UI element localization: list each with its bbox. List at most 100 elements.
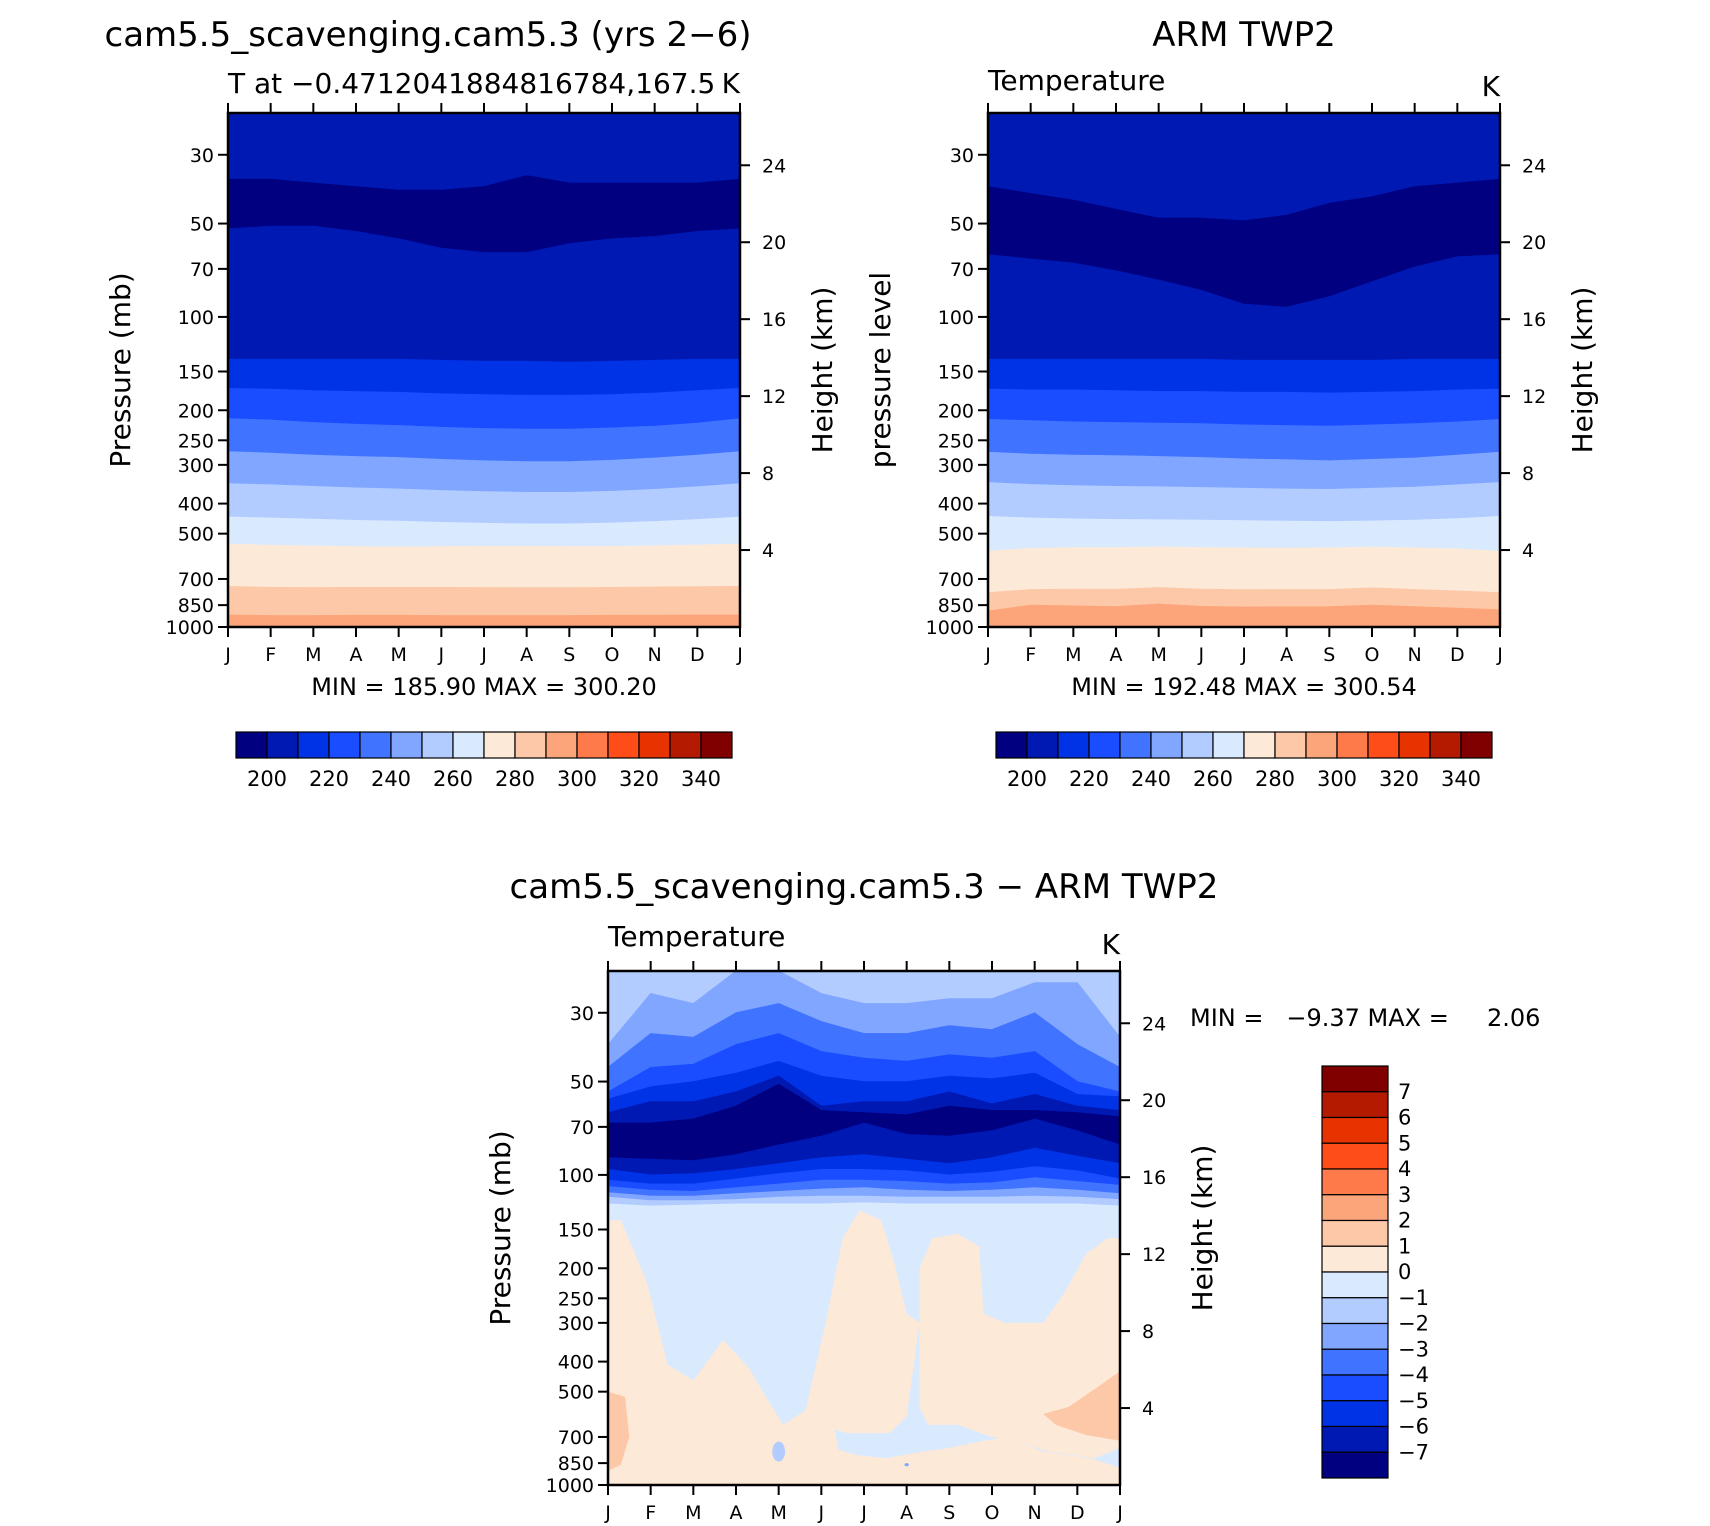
y-right-tick-label: 8 xyxy=(1522,463,1534,485)
colorbar-swatch xyxy=(1274,731,1307,759)
panel-subtitle: T at −0.4712041884816784,167.5 xyxy=(227,67,715,100)
y-axis-label-right: Height (km) xyxy=(1566,287,1599,454)
y-right-tick-label: 24 xyxy=(1522,155,1546,177)
colorbar-label: 320 xyxy=(619,767,659,791)
colorbar-swatch xyxy=(452,731,485,759)
colorbar-label: 280 xyxy=(1255,767,1295,791)
y-tick-label: 700 xyxy=(558,1427,594,1449)
contour-band xyxy=(988,482,1500,522)
plot-area: J F M A M J J A S O N D J 30 50 70 100 150 200 250 300 400 500… xyxy=(166,103,786,666)
colorbar-swatch xyxy=(483,731,516,759)
y-axis-label-right: Height (km) xyxy=(1186,1145,1219,1312)
contour-band xyxy=(988,546,1500,594)
y-tick-label: 850 xyxy=(178,595,214,617)
x-tick-label: D xyxy=(1070,1502,1085,1524)
x-tick-label: J xyxy=(818,1502,825,1524)
colorbar-swatch xyxy=(995,731,1028,759)
colorbar-swatch xyxy=(1321,1400,1389,1428)
units-label: K xyxy=(1102,928,1121,961)
y-tick-label: 200 xyxy=(178,400,214,422)
contour-region xyxy=(772,1441,786,1462)
contour-band xyxy=(988,388,1500,427)
colorbar-swatch xyxy=(421,731,454,759)
colorbar-label: 3 xyxy=(1398,1183,1411,1207)
x-tick-label: J xyxy=(604,1502,611,1524)
min-max-label: MIN = 185.90 MAX = 300.20 xyxy=(311,673,657,701)
contour-fill xyxy=(988,113,1500,627)
panel-top-left: cam5.5_scavenging.cam5.3 (yrs 2−6) T at … xyxy=(104,15,839,791)
x-tick-label: J xyxy=(480,644,487,666)
colorbar-swatch xyxy=(1243,731,1276,759)
y-tick-label: 300 xyxy=(558,1313,594,1335)
colorbar-swatch xyxy=(1321,1168,1389,1196)
colorbar-swatch xyxy=(1150,731,1183,759)
y-tick-label: 70 xyxy=(950,259,974,281)
y-right-tick-label: 4 xyxy=(1142,1398,1154,1420)
y-right-tick-label: 12 xyxy=(1142,1244,1166,1266)
contour-band xyxy=(608,971,1120,1046)
contour-fill xyxy=(608,971,1120,1485)
y-tick-label: 1000 xyxy=(166,617,214,639)
y-tick-label: 100 xyxy=(178,307,214,329)
y-right-tick-label: 24 xyxy=(762,155,786,177)
colorbar-swatch xyxy=(1321,1348,1389,1376)
colorbar-label: −7 xyxy=(1398,1440,1429,1464)
colorbar-swatch xyxy=(1367,731,1400,759)
contour-band xyxy=(988,358,1500,394)
y-right-tick-label: 4 xyxy=(762,540,774,562)
x-tick-label: O xyxy=(605,644,620,666)
colorbar-swatch xyxy=(1321,1245,1389,1273)
colorbar-swatch xyxy=(266,731,299,759)
x-tick-label: J xyxy=(438,644,445,666)
colorbar-swatch xyxy=(545,731,578,759)
colorbar-swatch xyxy=(638,731,671,759)
x-tick-label: M xyxy=(390,644,406,666)
colorbar-swatch xyxy=(514,731,547,759)
y-axis-label: pressure level xyxy=(864,272,897,468)
plot-area: J F M A M J J A S O N D J 30 50 70 100 150 200 250 300 400 500… xyxy=(926,103,1546,666)
colorbar: 200 220 240 260 280 300 320 340 xyxy=(235,731,733,791)
panel-title: cam5.5_scavenging.cam5.3 (yrs 2−6) xyxy=(105,15,752,55)
units-label: K xyxy=(1482,70,1501,103)
y-tick-label: 30 xyxy=(950,145,974,167)
x-tick-label: J xyxy=(1496,644,1503,666)
y-tick-label: 400 xyxy=(178,494,214,516)
colorbar-swatch xyxy=(1305,731,1338,759)
panel-title: ARM TWP2 xyxy=(1152,15,1336,55)
x-tick-label: F xyxy=(265,644,276,666)
colorbar-swatch xyxy=(1321,1297,1389,1325)
y-tick-label: 700 xyxy=(938,569,974,591)
colorbar-swatch xyxy=(1088,731,1121,759)
y-tick-label: 50 xyxy=(190,214,214,236)
contour-region xyxy=(1043,1371,1120,1441)
contour-band xyxy=(988,603,1500,627)
y-tick-label: 400 xyxy=(938,494,974,516)
colorbar-label: 7 xyxy=(1398,1080,1411,1104)
y-tick-label: 300 xyxy=(178,455,214,477)
y-tick-label: 30 xyxy=(570,1003,594,1025)
colorbar-swatch xyxy=(1321,1116,1389,1144)
colorbar-label: −1 xyxy=(1398,1286,1429,1310)
x-tick-label: M xyxy=(1150,644,1166,666)
x-tick-label: J xyxy=(1116,1502,1123,1524)
colorbar-label: 4 xyxy=(1398,1157,1411,1181)
colorbar-swatch xyxy=(1321,1091,1389,1119)
colorbar-swatch xyxy=(1321,1065,1389,1093)
axes: J F M A M J J A S O N D J 30 50 70 100 150 200 250 300 400 500… xyxy=(926,103,1546,666)
y-tick-label: 100 xyxy=(558,1165,594,1187)
y-tick-label: 300 xyxy=(938,455,974,477)
x-tick-label: N xyxy=(1408,644,1422,666)
x-tick-label: A xyxy=(730,1502,743,1524)
y-tick-label: 500 xyxy=(558,1382,594,1404)
y-tick-label: 200 xyxy=(938,400,974,422)
y-right-tick-label: 8 xyxy=(762,463,774,485)
contour-band xyxy=(988,515,1500,552)
colorbar-swatch xyxy=(1429,731,1462,759)
y-tick-label: 1000 xyxy=(926,617,974,639)
panel-subtitle: Temperature xyxy=(987,64,1165,97)
y-axis-label: Pressure (mb) xyxy=(104,272,137,467)
y-axis-label: Pressure (mb) xyxy=(484,1130,517,1325)
y-tick-label: 50 xyxy=(570,1072,594,1094)
y-tick-label: 700 xyxy=(178,569,214,591)
